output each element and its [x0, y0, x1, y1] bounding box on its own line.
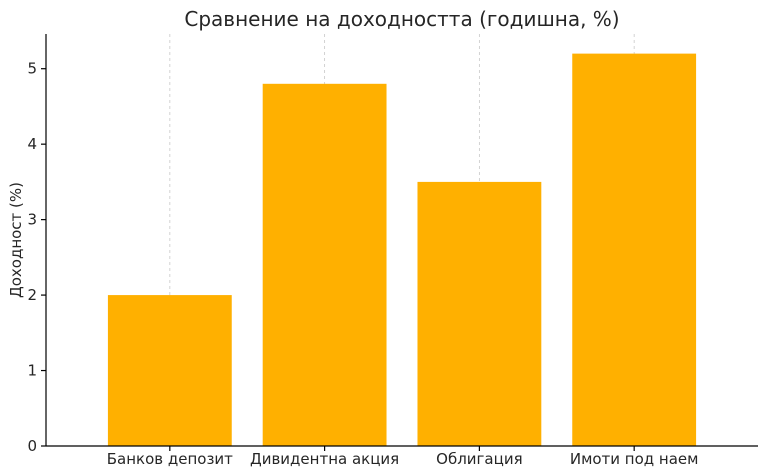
chart-title: Сравнение на доходността (годишна, %) [184, 7, 619, 31]
bar [417, 181, 542, 446]
x-tick-label: Имоти под наем [570, 450, 699, 468]
y-tick-label: 3 [27, 211, 37, 229]
axes-layer [45, 34, 758, 447]
bar [262, 83, 387, 447]
x-tick-label: Банков депозит [107, 450, 233, 468]
y-tick-label: 4 [27, 135, 37, 153]
bar [107, 295, 232, 446]
y-ticks: 0 1 2 3 4 5 [27, 60, 46, 455]
x-tick-label: Дивидентна акция [250, 450, 399, 468]
bars-layer [107, 53, 697, 447]
y-tick-label: 1 [27, 362, 37, 380]
y-tick-label: 2 [27, 286, 37, 304]
y-axis-label: Доходност (%) [7, 182, 25, 298]
x-tick-label: Облигация [436, 450, 522, 468]
y-tick-label: 0 [27, 437, 37, 455]
x-ticks: Банков депозит Дивидентна акция Облигация И… [107, 446, 699, 468]
bar [572, 53, 697, 446]
y-tick-label: 5 [27, 60, 37, 78]
grid-layer [169, 34, 635, 446]
